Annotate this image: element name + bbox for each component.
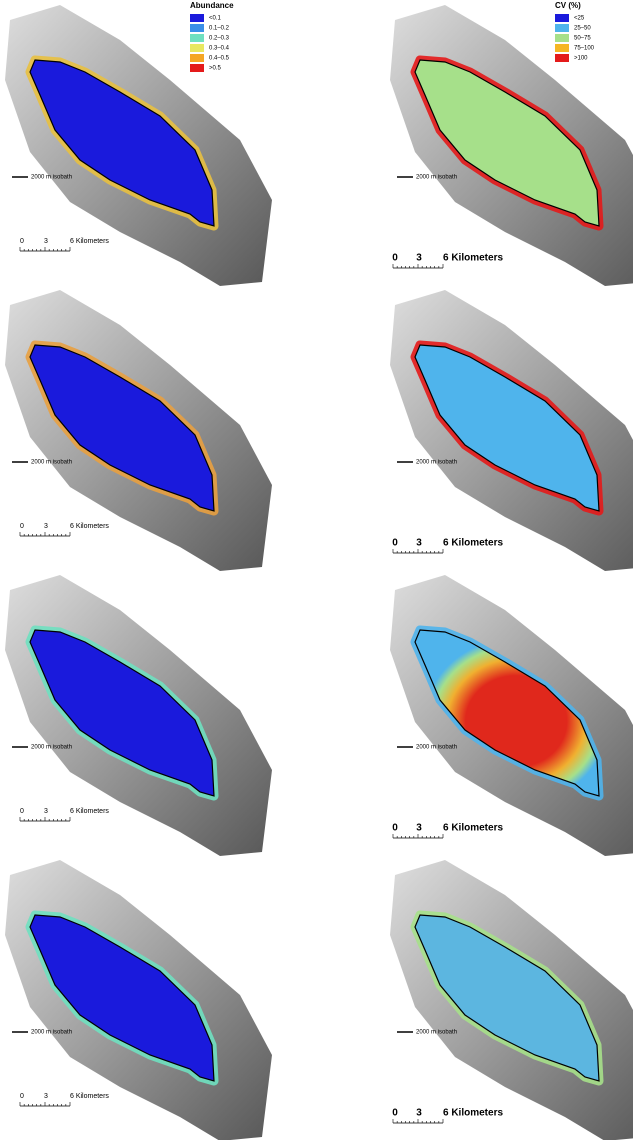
legend-label: 0.4–0.5 (209, 56, 230, 62)
map-panel: 2000 m isobath 0 3 6 Kilometers (5, 5, 272, 286)
scale-label: 3 (416, 1108, 422, 1119)
lake (414, 914, 600, 1082)
scale-label: 0 (392, 823, 398, 834)
legend-swatch (555, 14, 569, 22)
scale-label: 3 (44, 808, 48, 815)
lake (414, 59, 600, 227)
isobath-label: 2000 m isobath (416, 175, 457, 181)
scale-label: 0 (20, 523, 24, 530)
scale-label: 6 Kilometers (443, 538, 503, 549)
legend-title: Abundance (190, 1, 234, 10)
scale-label: 3 (416, 538, 422, 549)
lake (29, 914, 215, 1082)
legend-label: 0.2–0.3 (209, 36, 230, 42)
legend-title: CV (%) (555, 1, 581, 10)
scale-label: 6 Kilometers (443, 1108, 503, 1119)
legend-swatch (555, 54, 569, 62)
legend-swatch (190, 44, 204, 52)
legend-label: >0.5 (209, 66, 222, 72)
isobath-label: 2000 m isobath (416, 1030, 457, 1036)
legend-label: 50–75 (574, 36, 591, 42)
map-panel: 2000 m isobath 0 3 6 Kilometers (390, 290, 633, 571)
legend-swatch (190, 24, 204, 32)
legend-label: 75–100 (574, 46, 595, 52)
scale-label: 3 (416, 253, 422, 264)
scale-label: 0 (20, 808, 24, 815)
lake (29, 344, 215, 512)
isobath-label: 2000 m isobath (416, 745, 457, 751)
isobath-label: 2000 m isobath (416, 460, 457, 466)
legend-swatch (190, 34, 204, 42)
legend-label: 0.1–0.2 (209, 26, 230, 32)
map-panel: 2000 m isobath 0 3 6 Kilometers (5, 575, 272, 856)
isobath-label: 2000 m isobath (31, 460, 72, 466)
legend-swatch (190, 14, 204, 22)
lake (414, 344, 600, 512)
map-panel: 2000 m isobath 0 3 6 Kilometers (390, 575, 633, 856)
legend-label: <25 (574, 16, 585, 22)
legend-swatch (190, 64, 204, 72)
lake (29, 629, 215, 797)
legend-label: 0.3–0.4 (209, 46, 230, 52)
legend-swatch (555, 34, 569, 42)
isobath-label: 2000 m isobath (31, 745, 72, 751)
scale-label: 0 (392, 538, 398, 549)
map-panel: 2000 m isobath 0 3 6 Kilometers (5, 860, 272, 1140)
scale-label: 0 (392, 1108, 398, 1119)
legend-label: <0.1 (209, 16, 222, 22)
scale-label: 6 Kilometers (443, 823, 503, 834)
map-panel: 2000 m isobath 0 3 6 Kilometers (390, 860, 633, 1140)
legend-label: 25–50 (574, 26, 591, 32)
scale-label: 0 (20, 238, 24, 245)
isobath-label: 2000 m isobath (31, 1030, 72, 1036)
map-panel: 2000 m isobath 0 3 6 Kilometers (5, 290, 272, 571)
scale-label: 0 (392, 253, 398, 264)
legend-swatch (555, 44, 569, 52)
lake (29, 59, 215, 227)
map-panel: 2000 m isobath 0 3 6 Kilometers (390, 5, 633, 286)
legend-swatch (190, 54, 204, 62)
scale-label: 3 (44, 1093, 48, 1100)
lake (414, 629, 600, 797)
scale-label: 6 Kilometers (70, 238, 109, 245)
legend-swatch (555, 24, 569, 32)
legend-label: >100 (574, 56, 588, 62)
scale-label: 0 (20, 1093, 24, 1100)
scale-label: 3 (44, 238, 48, 245)
scale-label: 6 Kilometers (70, 1093, 109, 1100)
scale-label: 3 (44, 523, 48, 530)
isobath-label: 2000 m isobath (31, 175, 72, 181)
scale-label: 3 (416, 823, 422, 834)
scale-label: 6 Kilometers (70, 523, 109, 530)
scale-label: 6 Kilometers (70, 808, 109, 815)
scale-label: 6 Kilometers (443, 253, 503, 264)
